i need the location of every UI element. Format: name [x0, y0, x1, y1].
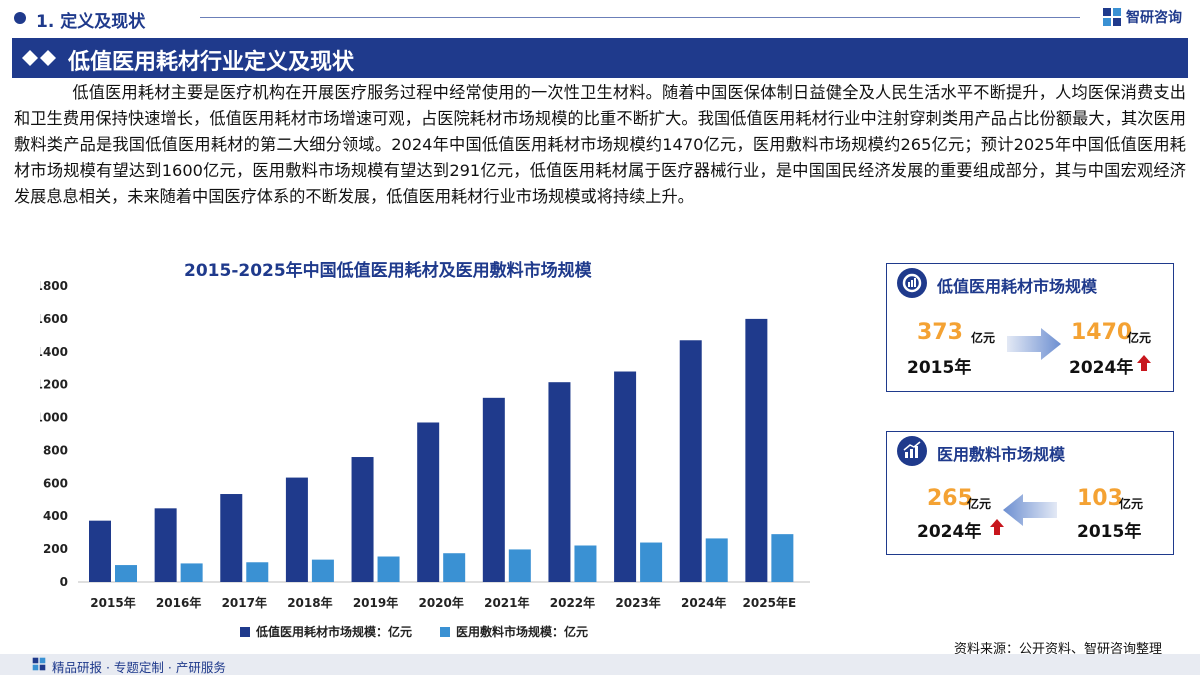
bar-dressings: [311, 559, 334, 582]
x-tick-label: 2021年: [484, 595, 529, 610]
bar-dressings: [574, 545, 597, 582]
card2-left-unit: 亿元: [967, 497, 992, 511]
arrow-right-icon: [1007, 328, 1061, 360]
diamond-icon: [22, 50, 56, 66]
bar-dressings: [443, 553, 466, 582]
legend-label: 低值医用耗材市场规模：亿元: [255, 624, 412, 639]
market-size-chart: 020040060080010001200140016001800 2015年2…: [40, 279, 810, 639]
card1-from-unit: 亿元: [971, 331, 996, 345]
x-tick-label: 2018年: [287, 595, 332, 610]
card2-left-value: 265: [927, 486, 973, 511]
zhiyan-logo-icon: [1103, 8, 1121, 26]
card2-right-value: 103: [1077, 486, 1123, 511]
legend: 低值医用耗材市场规模：亿元 医用敷料市场规模：亿元: [240, 624, 588, 639]
bar-consumables: [745, 318, 768, 582]
chart-title: 2015-2025年中国低值医用耗材及医用敷料市场规模: [184, 261, 592, 281]
card1-from-year: 2015年: [907, 358, 972, 378]
source-note: 资料来源：公开资料、智研咨询整理: [953, 642, 1162, 657]
x-tick-label: 2023年: [615, 595, 660, 610]
bar-dressings: [640, 542, 663, 582]
bar-consumables: [220, 494, 243, 582]
brand-logo: 智研咨询: [1102, 7, 1182, 27]
x-tick-label: 2016年: [156, 595, 201, 610]
y-axis: 0 200 400 600 800 1000 1200 1400 1600 1800: [40, 279, 68, 589]
y-tick-label: 1400: [40, 345, 68, 359]
card1-to-unit: 亿元: [1127, 331, 1152, 345]
y-tick-label: 1200: [40, 378, 68, 392]
card1-from-value: 373: [917, 320, 963, 345]
bar-consumables: [417, 422, 440, 582]
bar-dressings: [180, 563, 203, 582]
y-tick-label: 800: [43, 443, 68, 457]
card-consumables-header: 低值医用耗材市场规模: [887, 264, 1173, 302]
bar-consumables: [614, 371, 637, 582]
chart-gauge-icon: [897, 268, 927, 298]
bar-consumables: [154, 508, 177, 582]
bar-consumables: [548, 382, 571, 582]
y-tick-label: 0: [60, 575, 68, 589]
y-tick-label: 200: [43, 542, 68, 556]
bar-dressings: [508, 549, 531, 582]
bar-consumables: [285, 477, 308, 582]
up-arrow-icon: [990, 519, 1004, 535]
page-title: 低值医用耗材行业定义及现状: [68, 50, 355, 75]
x-tick-label: 2024年: [681, 595, 726, 610]
intro-paragraph: 低值医用耗材主要是医疗机构在开展医疗服务过程中经常使用的一次性卫生材料。随着中国…: [14, 83, 1186, 206]
x-tick-label: 2017年: [222, 595, 267, 610]
card2-left-year: 2024年: [917, 522, 982, 542]
section-title: 1. 定义及现状: [36, 12, 146, 32]
y-tick-label: 1000: [40, 411, 68, 425]
card2-right-year: 2015年: [1077, 522, 1142, 542]
bar-consumables: [679, 340, 702, 582]
x-tick-label: 2019年: [353, 595, 398, 610]
bar-consumables: [89, 520, 111, 582]
y-tick-label: 600: [43, 476, 68, 490]
bar-consumables: [351, 457, 374, 582]
bars: [89, 318, 794, 582]
legend-label: 医用敷料市场规模：亿元: [456, 624, 588, 639]
bar-dressings: [115, 565, 137, 582]
card2-right-unit: 亿元: [1119, 497, 1144, 511]
y-tick-label: 400: [43, 509, 68, 523]
footer-bar: 精品研报 · 专题定制 · 产研服务: [0, 654, 1200, 675]
x-tick-label: 2022年: [550, 595, 595, 610]
x-axis: 2015年 2016年 2017年 2018年 2019年 2020年 2021年 2022年…: [90, 595, 796, 610]
bar-dressings: [705, 538, 728, 582]
card1-to-year: 2024年: [1069, 358, 1134, 378]
y-tick-label: 1600: [40, 312, 68, 326]
bar-chart-icon: [897, 436, 927, 466]
brand-name: 智研咨询: [1126, 10, 1182, 26]
legend-swatch: [240, 627, 250, 637]
x-tick-label: 2015年: [90, 595, 135, 610]
bar-consumables: [482, 397, 505, 582]
card-dressings: 医用敷料市场规模 265 亿元 2024年 103 亿元 2015年: [886, 431, 1174, 555]
bar-dressings: [246, 562, 269, 582]
card1-to-value: 1470: [1071, 320, 1133, 345]
bar-dressings: [771, 534, 794, 582]
card-dressings-header: 医用敷料市场规模: [887, 432, 1173, 470]
card-dressings-title: 医用敷料市场规模: [937, 445, 1066, 464]
legend-swatch: [440, 627, 450, 637]
footer-logo-icon: [32, 657, 46, 671]
arrow-left-icon: [1003, 494, 1057, 526]
title-banner: 低值医用耗材行业定义及现状: [12, 38, 1188, 78]
card-consumables-title: 低值医用耗材市场规模: [937, 277, 1098, 296]
header-rule: [200, 17, 1080, 18]
footer-text: 精品研报 · 专题定制 · 产研服务: [52, 660, 226, 675]
x-tick-label: 2025年E: [743, 595, 797, 610]
bar-dressings: [377, 556, 400, 582]
card-consumables: 低值医用耗材市场规模 373 亿元 2015年 1470 亿元 2024年: [886, 263, 1174, 392]
section-bullet: [14, 12, 26, 24]
y-tick-label: 1800: [40, 279, 68, 293]
top-bar: 1. 定义及现状 智研咨询: [0, 0, 1200, 36]
x-tick-label: 2020年: [418, 595, 463, 610]
up-arrow-icon: [1137, 355, 1151, 371]
